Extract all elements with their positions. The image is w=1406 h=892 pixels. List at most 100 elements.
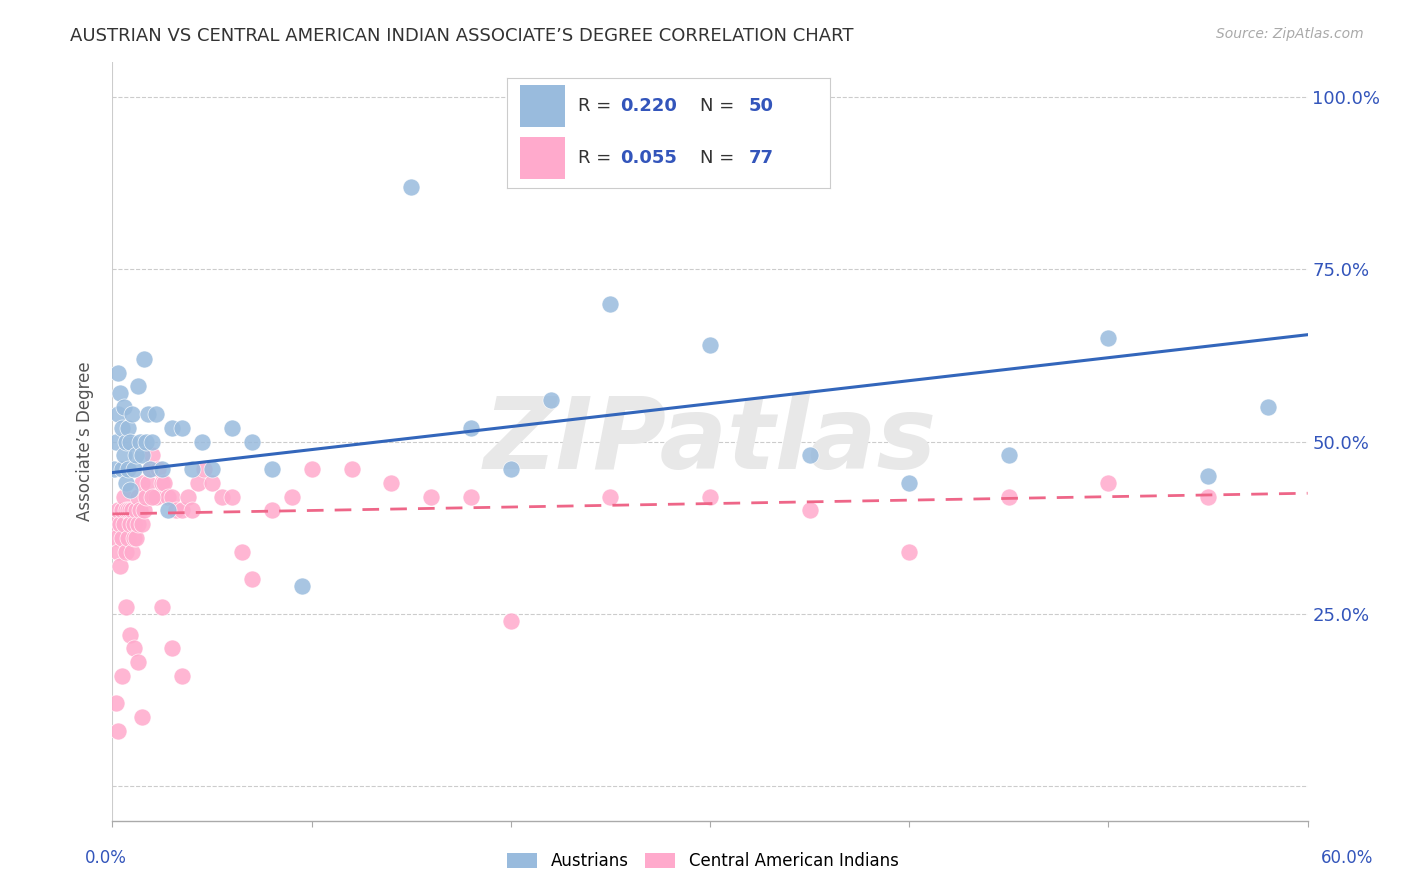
Point (107, 366, 129, 380)
Point (1257, 400, 1279, 414)
Point (125, 531, 148, 545)
Point (131, 517, 153, 532)
Point (121, 545, 143, 559)
Text: 0.0%: 0.0% (84, 849, 127, 867)
Text: 60.0%: 60.0% (1320, 849, 1374, 867)
Text: ZIPatlas: ZIPatlas (484, 393, 936, 490)
Point (187, 475, 209, 490)
Point (240, 434, 263, 449)
Point (201, 475, 224, 490)
Point (117, 531, 139, 545)
Point (111, 669, 134, 683)
Point (139, 462, 162, 476)
Point (124, 531, 146, 545)
Point (111, 531, 134, 545)
Point (240, 573, 263, 587)
Point (148, 462, 170, 476)
Point (162, 421, 183, 435)
Point (125, 448, 148, 462)
Point (114, 517, 135, 532)
Point (117, 421, 139, 435)
Legend: Austrians, Central American Indians: Austrians, Central American Indians (501, 846, 905, 877)
Point (799, 448, 821, 462)
Point (111, 503, 134, 517)
Point (115, 599, 138, 614)
Point (131, 710, 153, 724)
Point (114, 490, 135, 504)
Point (191, 434, 214, 449)
Point (898, 475, 921, 490)
Point (998, 490, 1021, 504)
Point (115, 503, 138, 517)
Point (115, 434, 138, 449)
Point (103, 517, 125, 532)
Point (141, 448, 163, 462)
Point (131, 475, 153, 490)
Point (135, 490, 157, 504)
Point (499, 462, 522, 476)
Point (107, 545, 129, 559)
Point (111, 421, 134, 435)
Point (540, 393, 562, 408)
Text: AUSTRIAN VS CENTRAL AMERICAN INDIAN ASSOCIATE’S DEGREE CORRELATION CHART: AUSTRIAN VS CENTRAL AMERICAN INDIAN ASSO… (70, 27, 853, 45)
Point (120, 483, 142, 497)
Point (460, 490, 482, 504)
Text: Source: ZipAtlas.com: Source: ZipAtlas.com (1216, 27, 1364, 41)
Point (301, 462, 323, 476)
Point (420, 490, 443, 504)
Point (153, 475, 176, 490)
Point (799, 503, 821, 517)
Point (127, 379, 149, 393)
Point (162, 490, 183, 504)
Point (181, 503, 204, 517)
Point (114, 400, 135, 414)
Point (231, 545, 253, 559)
Point (211, 490, 233, 504)
Point (150, 462, 173, 476)
Point (115, 475, 138, 490)
Point (134, 503, 156, 517)
Point (117, 462, 139, 476)
Point (141, 434, 163, 449)
Point (120, 627, 142, 641)
Point (110, 558, 132, 573)
Point (127, 517, 149, 532)
Point (107, 503, 129, 517)
Point (105, 434, 128, 449)
Point (1197, 490, 1219, 504)
Point (138, 475, 160, 490)
Point (193, 462, 215, 476)
Point (150, 599, 173, 614)
Point (145, 490, 167, 504)
Point (699, 338, 721, 352)
Point (260, 503, 283, 517)
Point (1097, 475, 1119, 490)
Point (124, 517, 146, 532)
Point (125, 503, 148, 517)
Point (201, 462, 224, 476)
Point (124, 641, 146, 656)
Point (134, 351, 156, 366)
Point (157, 503, 180, 517)
Point (115, 545, 138, 559)
Point (380, 475, 402, 490)
Point (120, 434, 142, 449)
Point (221, 421, 243, 435)
Point (107, 724, 129, 739)
Point (181, 462, 204, 476)
Point (111, 462, 134, 476)
Point (127, 655, 149, 669)
Point (599, 490, 621, 504)
Point (105, 697, 128, 711)
Point (401, 179, 423, 194)
Point (162, 641, 183, 656)
Y-axis label: Associate’s Degree: Associate’s Degree (76, 362, 94, 521)
Point (340, 462, 363, 476)
Point (499, 614, 522, 628)
Point (143, 490, 166, 504)
Point (998, 448, 1021, 462)
Point (121, 503, 143, 517)
Point (105, 531, 128, 545)
Point (221, 490, 243, 504)
Point (172, 503, 194, 517)
